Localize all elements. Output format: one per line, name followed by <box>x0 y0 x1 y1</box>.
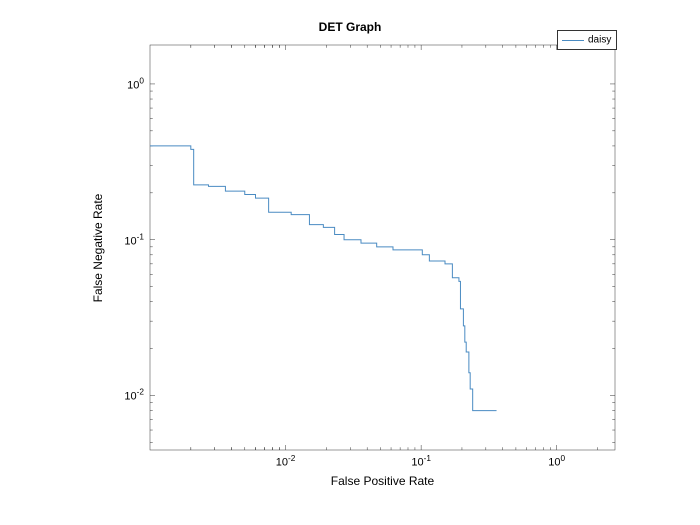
chart-axes-area <box>150 45 615 450</box>
series-line-daisy <box>150 146 497 411</box>
det-chart-figure: DET Graph False Positive Rate False Nega… <box>0 0 700 525</box>
x-tick-label: 100 <box>548 454 565 469</box>
legend-box: daisy <box>557 30 617 50</box>
y-axis-label: False Negative Rate <box>91 193 105 302</box>
x-tick-label: 10-1 <box>411 454 431 469</box>
y-tick-label: 10-1 <box>124 232 144 247</box>
y-tick-label: 100 <box>127 77 144 92</box>
y-tick-label: 10-2 <box>124 388 144 403</box>
ticks-group <box>150 45 615 450</box>
x-axis-label: False Positive Rate <box>150 474 615 488</box>
legend-swatch-daisy <box>562 40 584 41</box>
axes-border <box>150 45 615 450</box>
chart-svg <box>150 45 615 450</box>
legend-label-daisy: daisy <box>588 35 611 46</box>
x-tick-label: 10-2 <box>276 454 296 469</box>
